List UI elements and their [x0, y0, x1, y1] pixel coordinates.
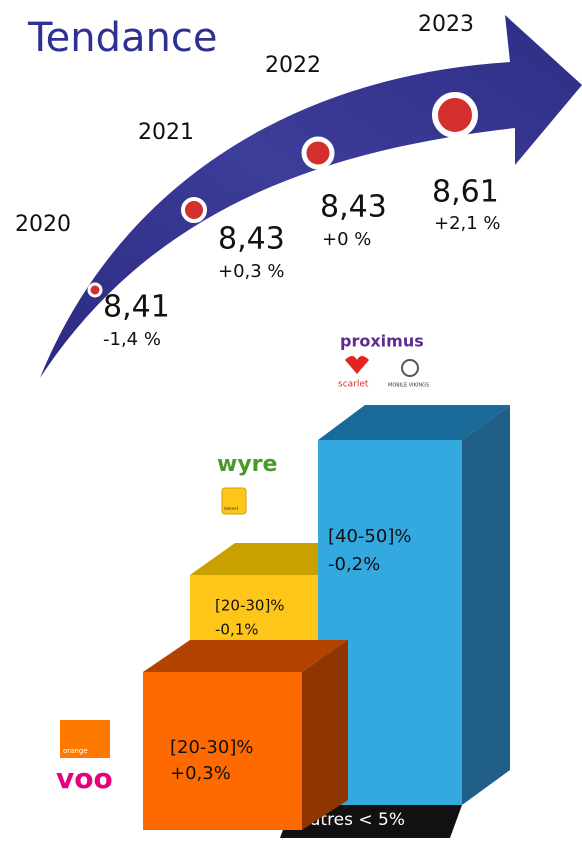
point	[181, 197, 207, 223]
bar-top	[143, 640, 348, 672]
value: 8,61	[432, 175, 499, 210]
logo-telenet: telenet	[224, 506, 239, 511]
logo-voo: voo	[56, 762, 113, 795]
bar	[190, 575, 318, 645]
logo-orange: orange	[63, 747, 88, 755]
bar-side	[462, 405, 510, 805]
change: +0,3 %	[218, 261, 285, 282]
value: 8,41	[103, 290, 170, 325]
bar-label: [20-30]%	[170, 737, 253, 758]
change: -1,4 %	[103, 329, 161, 350]
value: 8,43	[218, 222, 285, 257]
change: +0 %	[322, 229, 371, 250]
logo-orange-box	[60, 720, 110, 758]
logo-proximus: proximus	[340, 332, 424, 351]
point	[432, 92, 478, 138]
bar-change: -0,1%	[215, 621, 259, 639]
logo-wyre: wyre	[217, 452, 277, 477]
logo-scarlet: scarlet	[338, 380, 369, 390]
year: 2023	[418, 12, 474, 37]
year: 2022	[265, 53, 321, 78]
bar-top	[318, 405, 510, 440]
value: 8,43	[320, 190, 387, 225]
year: 2021	[138, 120, 194, 145]
bar-label: [20-30]%	[215, 597, 285, 615]
logo-telenet-box	[221, 487, 247, 515]
change: +2,1 %	[434, 213, 501, 234]
bar-side	[302, 640, 348, 830]
bar-change: +0,3%	[170, 763, 231, 784]
point	[301, 136, 335, 170]
bar	[143, 672, 302, 830]
bar-change: -0,2%	[328, 554, 380, 575]
logo-vikings-icon	[401, 359, 419, 377]
logo-scarlet-icon	[345, 356, 369, 374]
title: Tendance	[27, 15, 217, 61]
year: 2020	[15, 212, 71, 237]
bar-label: [40-50]%	[328, 526, 411, 547]
point	[87, 282, 103, 298]
logo-vikings: MOBILE VIKINGS	[388, 383, 429, 389]
